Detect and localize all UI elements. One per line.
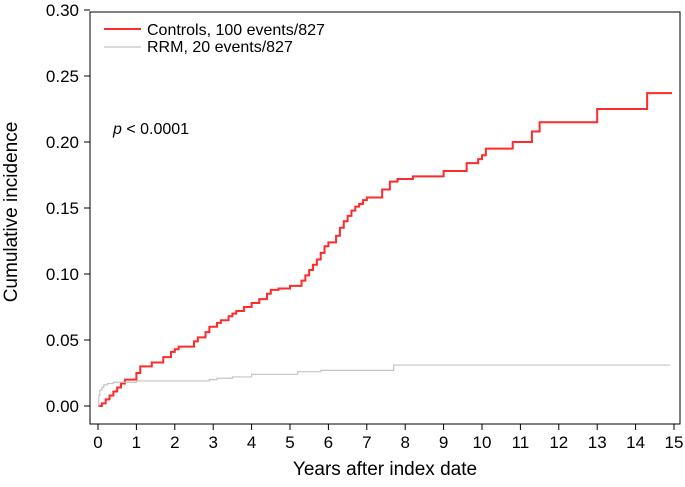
- p-value-annotation: p < 0.0001: [112, 121, 189, 138]
- ticks-layer: 0 1 2 3 4 5 6 7 8 9 10 11 12 13 14 150.000.050.100.150.…: [46, 1, 684, 452]
- x-tick-label: 3: [208, 433, 217, 452]
- x-tick-label: 7: [362, 433, 371, 452]
- x-tick-label: 14: [626, 433, 645, 452]
- y-tick-label: 0.10: [46, 265, 79, 284]
- x-tick-label: 2: [170, 433, 179, 452]
- x-tick-label: 4: [247, 433, 256, 452]
- x-tick-label: 10: [473, 433, 492, 452]
- x-tick-label: 9: [439, 433, 448, 452]
- x-tick-label: 0: [93, 433, 102, 452]
- y-tick-label: 0.25: [46, 67, 79, 86]
- legend: Controls, 100 events/827 RRM, 20 events/…: [104, 22, 325, 56]
- x-tick-label: 5: [285, 433, 294, 452]
- x-tick-label: 13: [588, 433, 607, 452]
- y-tick-label: 0.00: [46, 397, 79, 416]
- p-value-italic: p: [112, 121, 122, 138]
- x-tick-label: 6: [324, 433, 333, 452]
- series-layer: [98, 92, 673, 407]
- x-tick-label: 12: [549, 433, 568, 452]
- legend-label-rrm: RRM, 20 events/827: [147, 39, 293, 56]
- x-tick-label: 8: [400, 433, 409, 452]
- x-tick-label: 15: [665, 433, 684, 452]
- y-tick-label: 0.15: [46, 199, 79, 218]
- legend-label-controls: Controls, 100 events/827: [147, 22, 325, 39]
- y-axis-title: Cumulative incidence: [1, 122, 22, 303]
- p-value-rest: < 0.0001: [122, 121, 189, 138]
- series-line-rrm: [98, 364, 671, 407]
- x-tick-label: 11: [512, 433, 530, 452]
- y-tick-label: 0.05: [46, 331, 79, 350]
- x-tick-label: 1: [132, 433, 141, 452]
- plot-area-frame: [89, 11, 681, 425]
- y-tick-label: 0.20: [46, 133, 79, 152]
- x-axis-title: Years after index date: [293, 459, 477, 480]
- series-line-controls: [98, 92, 673, 407]
- y-tick-label: 0.30: [46, 1, 79, 20]
